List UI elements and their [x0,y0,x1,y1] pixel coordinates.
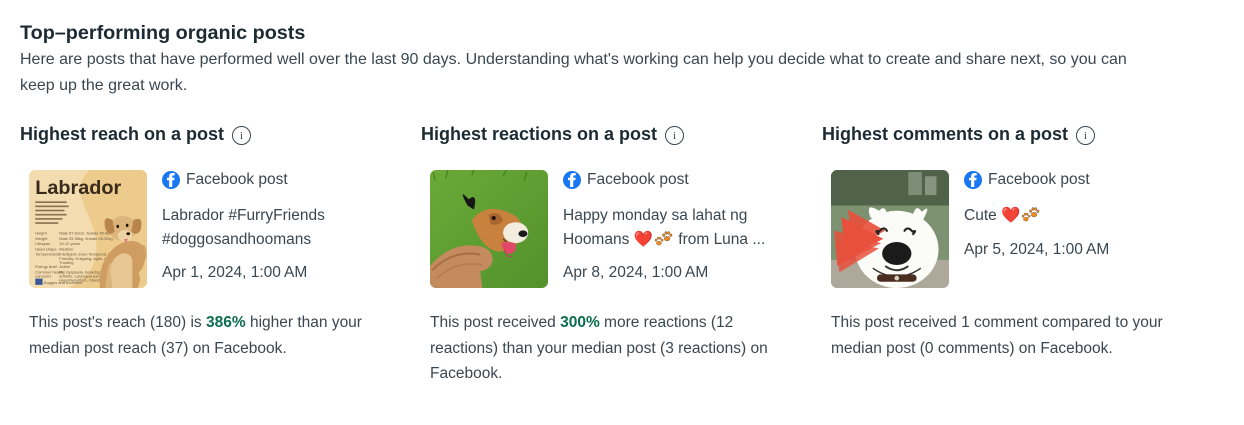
svg-text:Doggos and hoomans: Doggos and hoomans [44,280,83,285]
svg-text:concerns: concerns [35,274,51,279]
svg-text:Labrador: Labrador [35,177,121,199]
svg-text:Temperament: Temperament [35,252,60,257]
